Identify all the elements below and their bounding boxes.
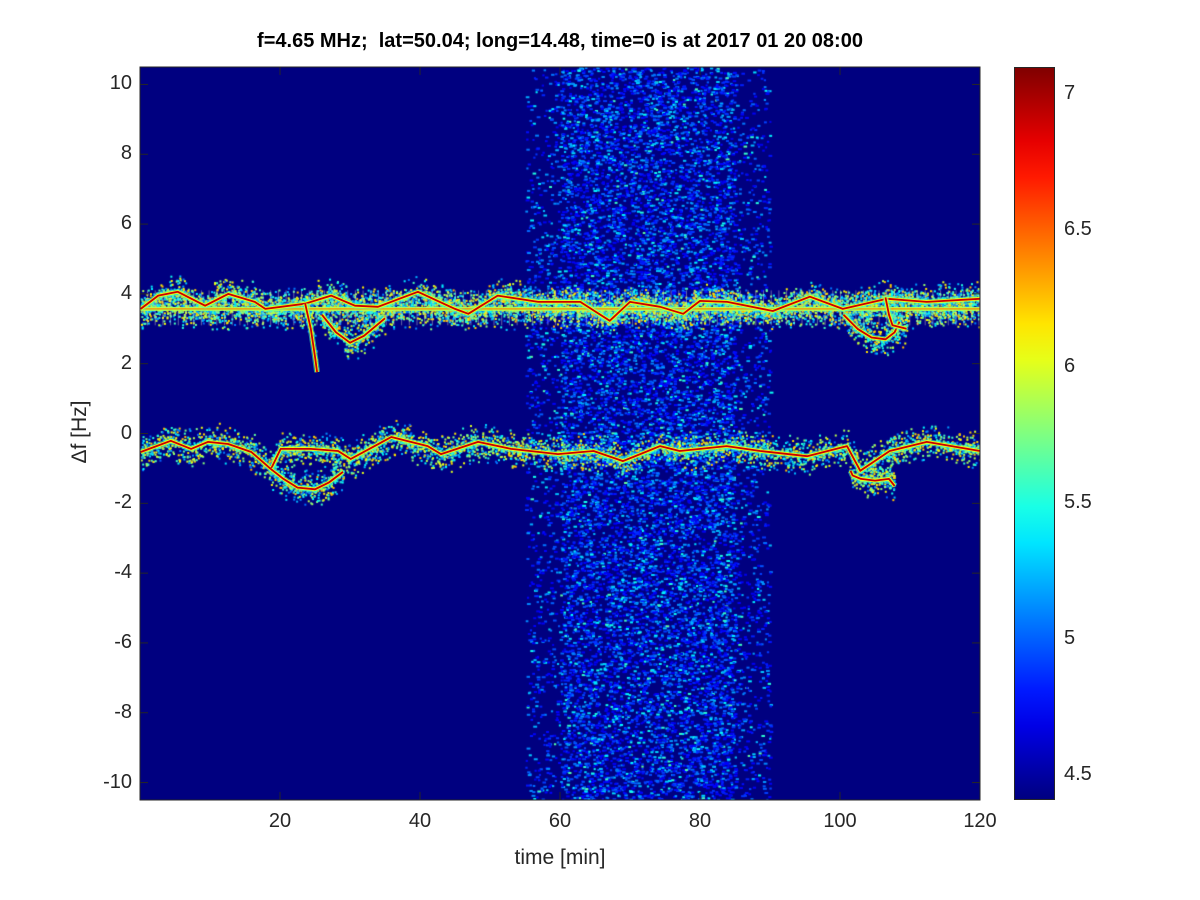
plot-area <box>140 67 980 800</box>
colorbar-tick-label: 4.5 <box>1064 763 1092 786</box>
y-tick-label: 6 <box>120 212 132 235</box>
x-tick-label: 40 <box>408 810 432 832</box>
colorbar-tick-label: 5.5 <box>1064 490 1092 513</box>
x-tick-label: 100 <box>823 810 857 832</box>
chart-title: f=4.65 MHz; lat=50.04; long=14.48, time=… <box>257 30 863 52</box>
y-tick-label: -8 <box>114 700 132 723</box>
colorbar-tick-label: 6 <box>1064 354 1076 377</box>
colorbar-tick-label: 7 <box>1064 82 1076 105</box>
y-tick-label: 4 <box>120 281 132 304</box>
colorbar-tick-label: 6.5 <box>1064 218 1092 241</box>
colorbar <box>1014 67 1055 800</box>
x-axis-label: time [min] <box>514 846 606 869</box>
x-tick-label: 20 <box>268 810 292 832</box>
x-tick-label: 80 <box>688 810 712 832</box>
y-axis-label: Δf [Hz] <box>68 400 91 464</box>
x-tick-label: 120 <box>963 810 997 832</box>
y-tick-label: 2 <box>120 351 132 374</box>
y-tick-label: -10 <box>103 770 132 793</box>
colorbar-tick-label: 5 <box>1064 627 1076 650</box>
y-tick-label: 0 <box>120 421 132 444</box>
trace-layer <box>140 288 980 493</box>
y-tick-label: 10 <box>109 72 132 95</box>
y-tick-label: -4 <box>114 561 132 584</box>
y-tick-label: -6 <box>114 630 132 653</box>
y-tick-label: -2 <box>114 491 132 514</box>
x-tick-label: 60 <box>548 810 572 832</box>
y-tick-label: 8 <box>120 142 132 165</box>
